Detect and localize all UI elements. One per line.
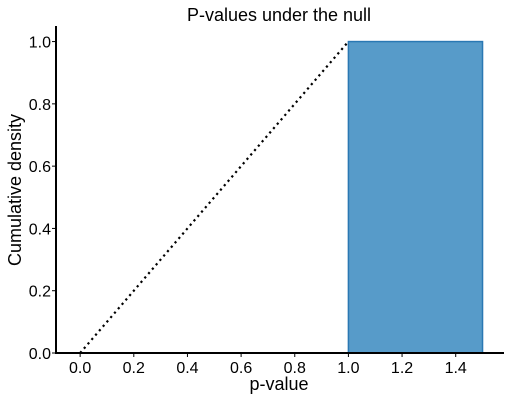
histogram-bar-0 <box>347 40 484 354</box>
x-tick-label: 1.4 <box>445 360 467 377</box>
x-tick-label: 0.6 <box>230 360 252 377</box>
x-tick-label: 0.0 <box>69 360 91 377</box>
y-tick-label: 0.4 <box>29 221 51 238</box>
y-tick-label: 1.0 <box>29 35 51 52</box>
tick-labels: 0.0 0.2 0.4 0.6 0.8 1.0 1.2 1.4 0.0 0.2 0.4 0.6 0.8 1… <box>29 35 467 377</box>
x-axis-label: p-value <box>249 374 308 394</box>
x-tick-label: 0.4 <box>176 360 198 377</box>
y-tick-label: 0.8 <box>29 97 51 114</box>
y-axis-label: Cumulative density <box>5 114 25 266</box>
y-tick-label: 0.0 <box>29 346 51 363</box>
x-tick-label: 1.2 <box>391 360 413 377</box>
y-tick-label: 0.6 <box>29 159 51 176</box>
reference-line <box>79 40 350 354</box>
chart-title: P-values under the null <box>187 5 371 25</box>
x-tick-label: 0.8 <box>284 360 306 377</box>
x-tick-label: 1.0 <box>337 360 359 377</box>
x-tick-label: 0.2 <box>123 360 145 377</box>
y-tick-label: 0.2 <box>29 284 51 301</box>
plot-area <box>79 40 484 354</box>
